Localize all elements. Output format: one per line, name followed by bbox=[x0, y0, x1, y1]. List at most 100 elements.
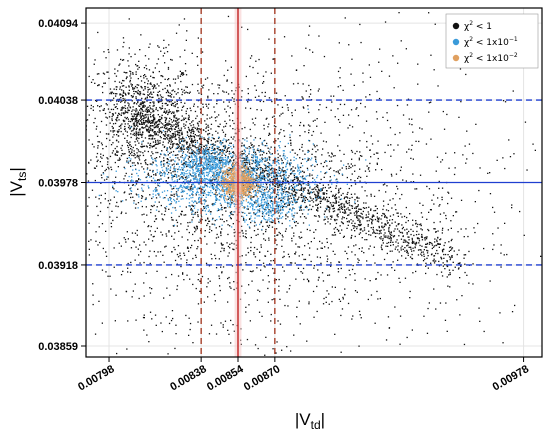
data-point bbox=[270, 200, 272, 202]
data-point bbox=[107, 49, 109, 51]
data-point bbox=[131, 115, 133, 117]
data-point bbox=[326, 260, 328, 263]
data-point bbox=[421, 236, 423, 239]
data-point bbox=[225, 111, 227, 113]
data-point bbox=[168, 109, 170, 111]
data-point bbox=[319, 195, 322, 198]
data-point bbox=[352, 315, 354, 317]
data-point bbox=[283, 251, 285, 253]
data-point bbox=[315, 185, 318, 188]
data-point bbox=[152, 153, 154, 155]
data-point bbox=[302, 158, 304, 160]
data-point bbox=[315, 204, 317, 206]
data-point bbox=[278, 231, 280, 234]
data-point bbox=[354, 164, 356, 167]
data-point bbox=[264, 239, 267, 241]
data-point bbox=[86, 119, 89, 121]
data-point bbox=[328, 303, 330, 305]
data-point bbox=[241, 128, 243, 130]
data-point bbox=[207, 140, 209, 143]
data-point bbox=[140, 117, 142, 119]
data-point bbox=[195, 229, 197, 231]
data-point bbox=[450, 249, 452, 251]
data-point bbox=[317, 206, 319, 209]
data-point bbox=[434, 228, 436, 230]
data-point bbox=[301, 170, 304, 172]
data-point bbox=[335, 185, 338, 187]
data-point bbox=[389, 224, 391, 226]
data-point bbox=[381, 244, 383, 246]
data-point bbox=[261, 171, 263, 173]
data-point bbox=[396, 185, 398, 188]
data-point bbox=[113, 104, 115, 106]
data-point bbox=[121, 100, 123, 102]
data-point bbox=[100, 194, 102, 196]
data-point bbox=[384, 215, 386, 217]
data-point bbox=[140, 102, 142, 104]
data-point bbox=[268, 173, 270, 175]
data-point bbox=[163, 110, 166, 112]
data-point bbox=[167, 66, 170, 69]
data-point bbox=[362, 216, 364, 218]
data-point bbox=[178, 121, 180, 123]
data-point bbox=[372, 232, 374, 234]
data-point bbox=[266, 186, 268, 188]
data-point bbox=[242, 211, 244, 214]
data-point bbox=[312, 130, 315, 133]
data-point bbox=[259, 100, 261, 103]
data-point bbox=[224, 146, 227, 148]
data-point bbox=[164, 197, 166, 199]
data-point bbox=[104, 198, 106, 200]
data-point bbox=[250, 176, 252, 178]
data-point bbox=[149, 83, 151, 85]
data-point bbox=[173, 167, 175, 169]
data-point bbox=[417, 223, 419, 226]
data-point bbox=[330, 156, 332, 158]
data-point bbox=[343, 103, 346, 106]
data-point bbox=[189, 143, 191, 145]
data-point bbox=[251, 156, 253, 158]
data-point bbox=[192, 257, 194, 260]
data-point bbox=[195, 256, 197, 258]
data-point bbox=[170, 125, 172, 128]
data-point bbox=[417, 237, 419, 240]
data-point bbox=[419, 174, 422, 176]
data-point bbox=[144, 86, 146, 88]
data-point bbox=[223, 189, 225, 191]
data-point bbox=[350, 205, 352, 207]
data-point bbox=[282, 183, 284, 185]
data-point bbox=[286, 162, 289, 164]
data-point bbox=[220, 234, 222, 237]
data-point bbox=[244, 154, 247, 156]
data-point bbox=[443, 253, 445, 256]
data-point bbox=[383, 205, 385, 207]
data-point bbox=[146, 110, 148, 112]
data-point bbox=[180, 176, 183, 178]
data-point bbox=[433, 203, 435, 205]
data-point bbox=[378, 97, 381, 100]
data-point bbox=[318, 216, 321, 218]
data-point bbox=[241, 26, 243, 28]
data-point bbox=[408, 148, 410, 150]
data-point bbox=[178, 159, 180, 161]
data-point bbox=[227, 203, 229, 205]
data-point bbox=[194, 127, 196, 129]
data-point bbox=[184, 49, 186, 51]
data-point bbox=[130, 193, 132, 195]
data-point bbox=[483, 330, 485, 333]
data-point bbox=[314, 187, 316, 189]
data-point bbox=[229, 125, 231, 127]
data-point bbox=[110, 166, 112, 168]
data-point bbox=[378, 225, 380, 228]
data-point bbox=[163, 261, 165, 263]
data-point bbox=[135, 113, 137, 115]
data-point bbox=[162, 75, 164, 78]
data-point bbox=[454, 152, 456, 154]
data-point bbox=[171, 129, 173, 131]
data-point bbox=[149, 129, 151, 131]
data-point bbox=[379, 48, 381, 50]
data-point bbox=[154, 124, 156, 126]
data-point bbox=[242, 219, 245, 221]
data-point bbox=[504, 101, 507, 103]
data-point bbox=[163, 138, 165, 140]
